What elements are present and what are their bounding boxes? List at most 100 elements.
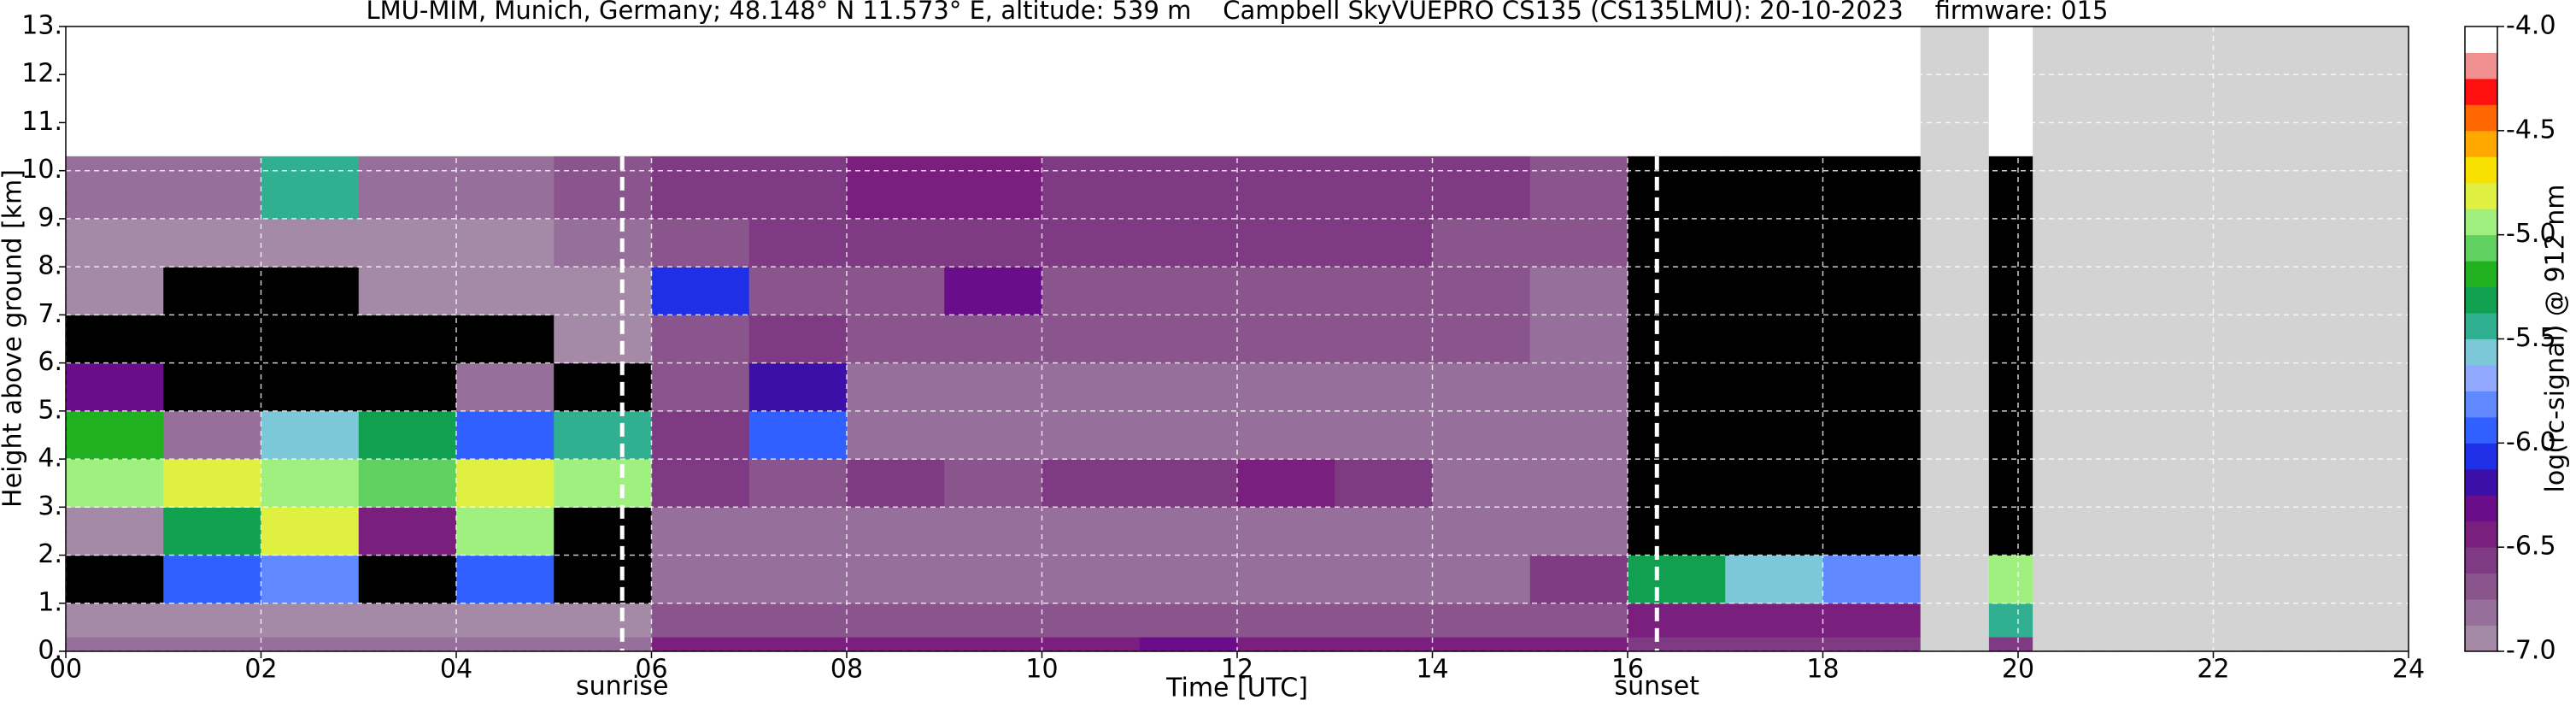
heatmap-cell [847,156,945,220]
heatmap-cell [66,410,164,460]
heatmap-cell [1335,156,1433,220]
x-tick-label: 00 [50,655,82,685]
y-tick-label: 3. [38,491,62,521]
heatmap-cell [651,507,750,556]
heatmap-cell [651,218,750,268]
x-tick-label: 20 [2002,655,2034,685]
heatmap-cell [651,410,750,460]
heatmap-cell [1335,362,1433,412]
heatmap-cell [66,603,164,638]
heatmap-cell [944,218,1042,268]
heatmap-cell [1139,410,1238,460]
colorbar-tick-label: -4.5 [2506,115,2556,144]
heatmap-cell [1988,362,2033,412]
colorbar-segment [2465,26,2497,53]
colorbar-tick-label: -5.0 [2506,219,2556,249]
heatmap-cell [554,315,652,364]
no-data-region [1920,26,1989,651]
x-tick-label: 02 [244,655,277,685]
colorbar-segment [2465,599,2497,627]
heatmap-cell [651,315,750,364]
heatmap-cell [1237,156,1335,220]
heatmap-cell [163,555,261,604]
heatmap-cell [748,507,848,556]
heatmap-cell [1335,218,1433,268]
heatmap-cell [1335,267,1433,315]
x-tick-label: 10 [1025,655,1058,685]
heatmap-cell [66,156,164,220]
heatmap-cell [261,362,360,412]
heatmap-cell [1725,410,1823,460]
heatmap-cell [261,637,360,652]
heatmap-cell [1988,603,2033,638]
y-tick-label: 13. [21,11,62,41]
heatmap-cell [1725,507,1823,556]
heatmap-cell [1432,555,1531,604]
heatmap-cell [261,218,360,268]
heatmap-cell [554,459,652,508]
heatmap-cell [456,218,555,268]
heatmap-cell [1042,459,1141,508]
y-tick-label: 5. [38,395,62,425]
heatmap-cell [456,555,555,604]
heatmap-cell [1529,410,1628,460]
heatmap-cell [358,555,457,604]
heatmap-cell [456,637,555,652]
heatmap-cell [748,637,848,652]
heatmap-cell [1237,410,1335,460]
heatmap-cell [1139,267,1238,315]
heatmap-cell [1237,637,1335,652]
heatmap-cell [1822,410,1922,460]
heatmap-cell [1529,315,1628,364]
colorbar-segment [2465,182,2497,209]
heatmap-cell [1042,637,1141,652]
colorbar-segment [2465,130,2497,157]
heatmap-cell [651,362,750,412]
heatmap-cell [847,637,945,652]
heatmap-cell [1822,362,1922,412]
heatmap-cell [847,267,945,315]
heatmap-cell [456,603,555,638]
y-tick-label: 11. [21,107,62,137]
heatmap-cell [358,267,457,315]
heatmap-cell [1335,637,1433,652]
colorbar-segment [2465,261,2497,288]
heatmap-cell [1628,555,1726,604]
heatmap-cell [358,637,457,652]
heatmap-cell [358,218,457,268]
heatmap-cell [1529,362,1628,412]
heatmap-cell [66,507,164,556]
heatmap-cell [1988,267,2033,315]
heatmap-cell [1237,459,1335,508]
x-tick-label: 06 [635,655,667,685]
heatmap-cell [651,637,750,652]
heatmap-cell [1628,459,1726,508]
heatmap-cell [261,410,360,460]
heatmap-cell [847,459,945,508]
heatmap-cell [1628,410,1726,460]
heatmap-cell [1237,267,1335,315]
colorbar-tick-label: -6.5 [2506,532,2556,562]
heatmap-cell [1988,637,2033,652]
heatmap-cell [1628,218,1726,268]
heatmap-cell [1432,315,1531,364]
heatmap-cell [1335,555,1433,604]
heatmap-cell [1988,156,2033,220]
heatmap-cell [944,410,1042,460]
heatmap-cell [944,156,1042,220]
heatmap-cell [1822,555,1922,604]
heatmap-cell [1139,459,1238,508]
colorbar-tick-label: -6.0 [2506,427,2556,457]
heatmap-cell [847,603,945,638]
heatmap-cell [1432,267,1531,315]
heatmap-cell [1725,156,1823,220]
heatmap-cell [748,218,848,268]
heatmap-cell [1139,218,1238,268]
heatmap-cell [456,315,555,364]
heatmap-cell [163,459,261,508]
heatmap-cell [261,156,360,220]
heatmap-cell [748,362,848,412]
heatmap-cell [1432,637,1531,652]
heatmap-cell [1042,156,1141,220]
heatmap-cell [163,218,261,268]
